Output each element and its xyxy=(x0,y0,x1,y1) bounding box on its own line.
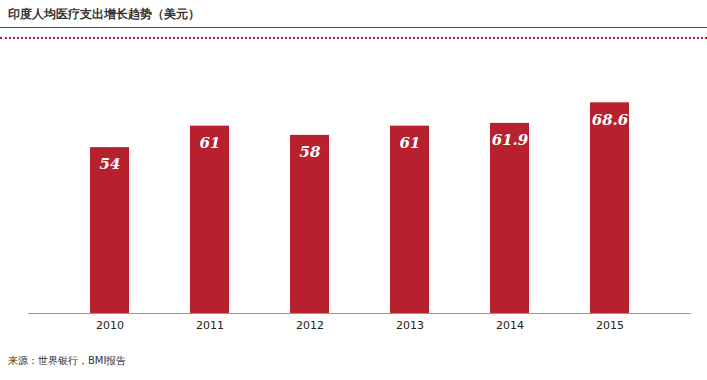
svg-text:2011: 2011 xyxy=(196,319,224,332)
svg-text:2013: 2013 xyxy=(396,319,424,332)
svg-text:54: 54 xyxy=(100,155,121,173)
svg-text:61.9: 61.9 xyxy=(492,131,529,149)
svg-text:61: 61 xyxy=(200,134,221,152)
svg-text:2010: 2010 xyxy=(96,319,124,332)
svg-text:58: 58 xyxy=(300,143,321,161)
html-text:印度人均医疗支出增长趋势（美元）: 印度人均医疗支出增长趋势（美元） xyxy=(8,7,200,21)
svg-text:68.6: 68.6 xyxy=(592,111,629,129)
html-text:来源：世界银行，BMI报告: 来源：世界银行，BMI报告 xyxy=(8,355,127,366)
svg-text:2014: 2014 xyxy=(496,319,524,332)
svg-text:2012: 2012 xyxy=(296,319,324,332)
svg-text:61: 61 xyxy=(400,134,421,152)
svg-text:2015: 2015 xyxy=(596,319,624,332)
